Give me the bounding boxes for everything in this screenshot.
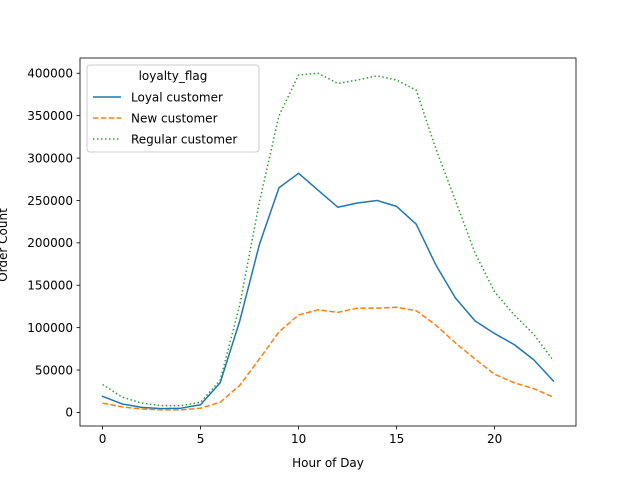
series-line-new-customer [102, 306, 554, 411]
legend-label: New customer [131, 111, 218, 125]
x-axis-ticks: 0 5 10 15 20 [99, 426, 502, 446]
y-axis-ticks: 0 50000 100000 150000 200000 250000 300000 3500… [27, 67, 80, 420]
series-line-regular-customer [102, 72, 555, 407]
legend-frame [86, 64, 260, 153]
y-tick-label: 400000 [27, 67, 73, 81]
x-tick-label: 10 [291, 432, 306, 446]
legend-label: Loyal customer [131, 90, 223, 104]
legend-label: Regular customer [131, 132, 237, 146]
y-tick-label: 100000 [27, 321, 73, 335]
series-line-loyal-customer [101, 172, 555, 410]
y-axis-label: Order Count [0, 208, 10, 282]
y-tick-label: 350000 [27, 109, 73, 123]
series-lines [101, 72, 555, 411]
y-tick-label: 150000 [27, 279, 73, 293]
x-tick-label: 5 [197, 432, 205, 446]
axes [79, 57, 577, 427]
x-tick-label: 15 [389, 432, 404, 446]
y-tick-label: 300000 [27, 151, 73, 165]
plot-frame [79, 57, 577, 427]
x-tick-label: 20 [487, 432, 502, 446]
y-tick-label: 250000 [27, 194, 73, 208]
x-tick-label: 0 [99, 432, 107, 446]
legend: loyalty_flag Loyal customer New customer R… [86, 64, 260, 153]
legend-title: loyalty_flag [139, 69, 208, 83]
x-axis-label: Hour of Day [292, 456, 364, 470]
y-tick-label: 50000 [35, 363, 73, 377]
y-tick-label: 0 [65, 406, 73, 420]
y-tick-label: 200000 [27, 236, 73, 250]
